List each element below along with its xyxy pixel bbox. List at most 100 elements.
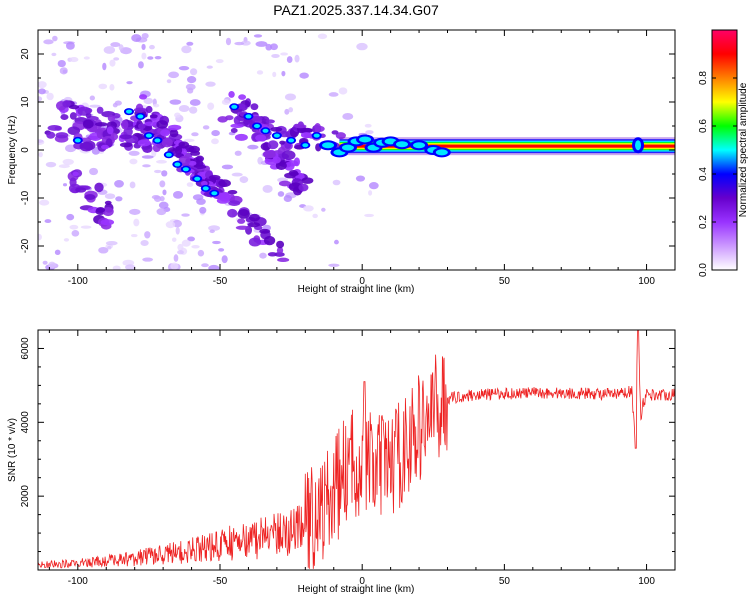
spectrum-noise-blob xyxy=(234,150,242,156)
spectrum-noise-blob xyxy=(284,108,290,115)
spectrum-noise-blob xyxy=(368,182,379,190)
spectrum-noise-blob xyxy=(221,255,228,264)
spectrum-noise-blob xyxy=(277,191,285,197)
spectrum-noise-blob xyxy=(212,240,221,245)
y-tick-label: -20 xyxy=(20,238,31,253)
spectrum-noise-blob xyxy=(269,43,278,51)
x-tick-label: -100 xyxy=(68,576,88,587)
spectrum-noise-blob xyxy=(141,155,154,159)
spectrum-band-blob xyxy=(250,103,259,111)
snr-panel: -100 -50 0 50 100 2000 4000 6000 Height of stra… xyxy=(7,329,676,595)
spectrum-noise-blob xyxy=(112,265,121,270)
spectrum-band-blob xyxy=(62,100,71,108)
spectrum-band-blob xyxy=(188,145,200,154)
spectrum-noise-blob xyxy=(46,92,54,101)
spectrum-band-blob xyxy=(301,177,314,184)
spectrum-noise-blob xyxy=(43,39,54,45)
spectrum-band-blob xyxy=(255,134,267,142)
spectrum-noise-blob xyxy=(129,158,138,165)
spectrum-band-blob xyxy=(149,114,158,119)
spectrum-band-blob xyxy=(96,206,106,213)
spectrum-noise-blob xyxy=(38,81,47,89)
spectrum-band-blob xyxy=(248,237,262,247)
spectrum-noise-blob xyxy=(62,158,74,166)
snr-plot-area xyxy=(38,330,675,570)
spectrogram-noise-blobs xyxy=(38,32,379,270)
spectrum-band-blob xyxy=(138,123,146,130)
spectrum-noise-blob xyxy=(113,57,120,61)
spectrum-noise-blob xyxy=(253,34,263,38)
spectrum-noise-blob xyxy=(89,104,101,108)
spectrogram-frame xyxy=(37,29,676,271)
spectrum-noise-blob xyxy=(191,245,200,249)
spectrum-noise-blob xyxy=(207,102,215,110)
spectrum-noise-blob xyxy=(256,70,264,75)
spectrum-band-blob xyxy=(119,134,133,140)
spectrum-noise-blob xyxy=(211,129,220,137)
spectrum-noise-blob xyxy=(103,46,116,54)
spectrum-band-blob xyxy=(276,240,285,249)
spectrum-band-blob xyxy=(169,129,179,138)
spectrum-band-blob xyxy=(218,179,231,188)
spectrum-noise-blob xyxy=(188,106,198,114)
spectrum-band-blob xyxy=(300,132,313,139)
spectrum-band-blob xyxy=(301,128,313,133)
spectrum-noise-blob xyxy=(142,257,154,262)
spectrogram-ridge xyxy=(319,134,675,158)
spectrum-noise-blob xyxy=(58,164,70,169)
colorbar-tick-label: 0.4 xyxy=(698,167,709,181)
spectrum-band-blob xyxy=(195,160,204,167)
spectrum-noise-blob xyxy=(221,99,231,106)
spectrum-band-blob xyxy=(279,140,286,145)
spectrum-noise-blob xyxy=(170,262,179,270)
spectrum-hot-spot-inner xyxy=(202,186,209,191)
spectrum-band-blob xyxy=(85,112,92,119)
spectrum-noise-blob xyxy=(122,259,135,266)
spectrum-band-blob xyxy=(259,228,271,234)
spectrum-band-blob xyxy=(228,90,235,98)
spectrum-noise-blob xyxy=(262,185,273,193)
spectrum-band-blob xyxy=(263,235,276,246)
spectrum-band-blob xyxy=(234,133,248,141)
spectrum-noise-blob xyxy=(159,180,166,188)
colorbar-gradient xyxy=(711,29,738,271)
spectrum-band-blob xyxy=(262,150,276,159)
spectrum-band-blob xyxy=(55,132,69,139)
spectrum-noise-blob xyxy=(259,252,267,259)
spectrum-noise-blob xyxy=(44,219,52,224)
x-tick-label: -50 xyxy=(213,576,228,587)
ridge-disturbance-inner xyxy=(635,140,642,151)
x-tick-label: 50 xyxy=(499,276,511,287)
spectrum-band-blob xyxy=(168,124,182,131)
spectrum-noise-blob xyxy=(234,41,245,46)
spectrum-noise-blob xyxy=(62,183,68,187)
spectrum-hot-spot-inner xyxy=(262,128,269,133)
spectrum-noise-blob xyxy=(69,57,79,63)
spectrum-band-blob xyxy=(89,127,98,133)
spectrum-noise-blob xyxy=(355,175,366,182)
x-tick-label: -100 xyxy=(68,276,88,287)
spectrum-band-blob xyxy=(178,141,190,149)
spectrum-noise-blob xyxy=(112,102,118,108)
spectrum-noise-blob xyxy=(303,205,314,212)
x-tick-label: 0 xyxy=(359,276,365,287)
spectrum-noise-blob xyxy=(225,37,232,46)
spectrum-noise-blob xyxy=(317,33,328,40)
spectrum-band-blob xyxy=(60,114,69,120)
spectrum-noise-blob xyxy=(174,112,181,118)
spectrum-noise-blob xyxy=(201,263,209,268)
colorbar: 0.0 0.2 0.4 0.6 0.8 Normalized spectral ampl… xyxy=(698,29,749,277)
spectrum-noise-blob xyxy=(181,213,190,217)
spectrum-noise-blob xyxy=(168,71,180,79)
spectrum-band-blob xyxy=(174,146,183,155)
spectrogram-x-label: Height of straight line (km) xyxy=(298,284,415,295)
spectrum-noise-blob xyxy=(321,207,326,212)
spectrum-band-blob xyxy=(279,130,289,138)
x-tick-label: 100 xyxy=(638,276,655,287)
spectrum-band-blob xyxy=(237,218,246,224)
spectrum-noise-blob xyxy=(115,196,123,202)
colorbar-ticks: 0.0 0.2 0.4 0.6 0.8 xyxy=(698,71,737,277)
spectrum-noise-blob xyxy=(187,236,195,242)
spectrum-hot-spot-inner xyxy=(245,114,252,119)
